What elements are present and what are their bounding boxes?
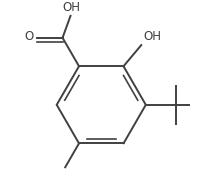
Text: O: O [25, 30, 34, 43]
Text: OH: OH [143, 30, 161, 43]
Text: OH: OH [63, 1, 81, 14]
